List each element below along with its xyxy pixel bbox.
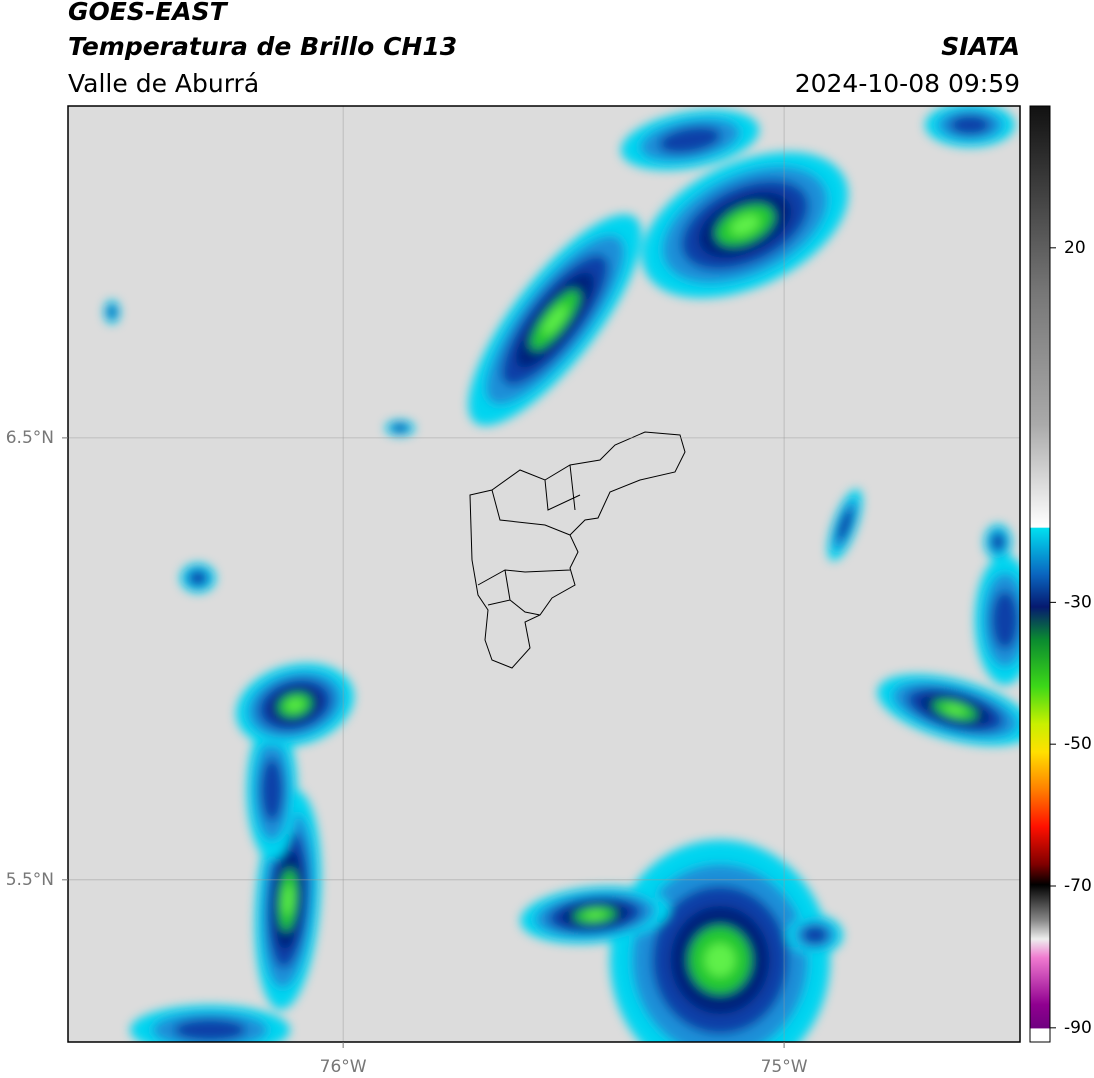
satellite-image <box>68 106 1020 1042</box>
source: SIATA <box>941 32 1020 61</box>
colorbar-tick-label: -30 <box>1064 592 1092 612</box>
grid <box>68 106 1020 1042</box>
region: Valle de Aburrá <box>68 69 259 98</box>
colorbar-tick-label: -50 <box>1064 734 1092 754</box>
municipality-boundaries <box>469 431 686 669</box>
title: GOES-EAST <box>68 0 229 26</box>
y-tick-label: 6.5°N <box>6 428 54 448</box>
y-tick-label: 5.5°N <box>6 870 54 890</box>
colorbar <box>1029 105 1051 1043</box>
colorbar-tick-label: 20 <box>1064 238 1086 258</box>
colorbar-tick-label: -90 <box>1064 1018 1092 1038</box>
map-frame <box>67 105 1021 1043</box>
colorbar-tick-label: -70 <box>1064 876 1092 896</box>
x-tick-label: 75°W <box>761 1057 808 1077</box>
x-tick-label: 76°W <box>320 1057 367 1077</box>
subtitle: Temperatura de Brillo CH13 <box>68 32 457 61</box>
timestamp: 2024-10-08 09:59 <box>795 69 1020 98</box>
